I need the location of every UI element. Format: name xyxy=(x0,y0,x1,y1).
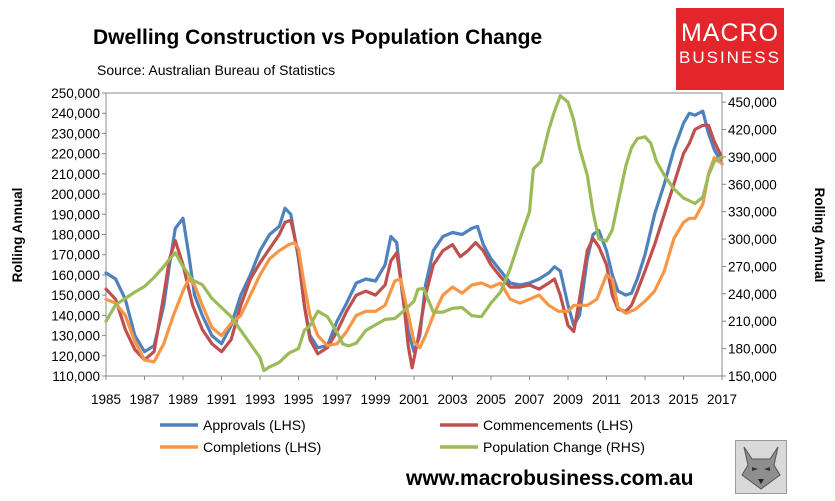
y-left-tick-label: 130,000 xyxy=(51,329,100,344)
logo-line-1: MACRO xyxy=(680,19,780,47)
macrobusiness-logo[interactable]: MACRO BUSINESS xyxy=(676,8,784,90)
y-left-tick-label: 150,000 xyxy=(51,288,100,303)
x-tick-label: 1999 xyxy=(360,392,390,407)
x-tick-label: 1993 xyxy=(245,392,275,407)
y-left-axis-label: Rolling Annual xyxy=(10,188,25,283)
x-tick-label: 1985 xyxy=(91,392,121,407)
y-left-tick-label: 200,000 xyxy=(51,187,100,202)
y-right-tick-label: 360,000 xyxy=(728,177,777,192)
legend-label: Completions (LHS) xyxy=(203,439,321,455)
x-tick-label: 1989 xyxy=(168,392,198,407)
y-left-tick-label: 140,000 xyxy=(51,308,100,323)
y-right-tick-label: 390,000 xyxy=(728,150,777,165)
y-left-tick-label: 110,000 xyxy=(52,369,100,384)
x-tick-label: 2005 xyxy=(476,392,506,407)
y-left-tick-label: 240,000 xyxy=(51,106,100,121)
y-right-tick-label: 300,000 xyxy=(728,232,777,247)
series-line-commencements-lhs xyxy=(104,123,724,370)
logo-line-2: BUSINESS xyxy=(679,48,781,67)
y-right-tick-label: 450,000 xyxy=(728,95,777,110)
plot-frame xyxy=(105,92,723,377)
x-tick-label: 2007 xyxy=(514,392,544,407)
x-tick-label: 2017 xyxy=(707,392,737,407)
y-right-tick-label: 210,000 xyxy=(728,314,777,329)
y-left-tick-label: 170,000 xyxy=(51,248,100,263)
x-tick-label: 1997 xyxy=(322,392,352,407)
x-tick-label: 1987 xyxy=(129,392,159,407)
x-tick-label: 1995 xyxy=(283,392,313,407)
series-line-population-change-rhs xyxy=(104,94,724,373)
y-right-tick-label: 420,000 xyxy=(728,123,777,138)
legend-label: Commencements (LHS) xyxy=(483,417,633,433)
legend-label: Population Change (RHS) xyxy=(483,439,645,455)
y-left-tick-label: 160,000 xyxy=(51,268,100,283)
legend-label: Approvals (LHS) xyxy=(203,417,306,433)
y-left-tick-label: 120,000 xyxy=(51,349,100,364)
y-right-tick-label: 270,000 xyxy=(728,259,777,274)
y-left-tick-label: 250,000 xyxy=(51,86,100,101)
x-tick-label: 2003 xyxy=(437,392,467,407)
chart-title: Dwelling Construction vs Population Chan… xyxy=(93,26,543,49)
series-line-completions-lhs xyxy=(104,156,724,364)
x-tick-label: 2013 xyxy=(630,392,660,407)
x-tick-label: 2009 xyxy=(553,392,583,407)
y-right-tick-label: 180,000 xyxy=(728,342,777,357)
y-left-tick-label: 230,000 xyxy=(51,126,100,141)
y-left-tick-label: 180,000 xyxy=(51,228,100,243)
chart-source: Source: Australian Bureau of Statistics xyxy=(97,62,336,78)
y-right-tick-label: 240,000 xyxy=(728,287,777,302)
y-left-tick-label: 190,000 xyxy=(51,207,100,222)
x-tick-label: 2011 xyxy=(592,392,621,407)
website-url[interactable]: www.macrobusiness.com.au xyxy=(406,467,694,490)
y-left-tick-label: 210,000 xyxy=(51,167,100,182)
y-right-tick-label: 150,000 xyxy=(728,369,777,384)
wolf-logo-icon xyxy=(735,440,787,494)
x-tick-label: 2001 xyxy=(399,392,429,407)
x-tick-label: 2015 xyxy=(668,392,698,407)
y-right-axis-label: Rolling Annual xyxy=(812,188,827,283)
x-tick-label: 1991 xyxy=(206,392,236,407)
y-right-tick-label: 330,000 xyxy=(728,205,777,220)
y-left-tick-label: 220,000 xyxy=(51,147,100,162)
